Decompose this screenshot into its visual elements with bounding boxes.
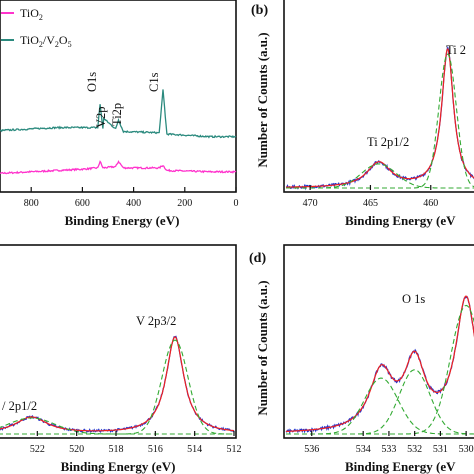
- legend-mix-label: TiO2/V2O5: [20, 33, 72, 49]
- panel-d-label: (d): [249, 251, 266, 266]
- panel-b-label: (b): [251, 3, 268, 18]
- panel-d-component-3: [286, 304, 474, 435]
- panel-a-x-tick-label: 400: [126, 198, 141, 209]
- panel-d-component-1: [286, 377, 474, 435]
- panel-b-component-2: [286, 53, 474, 189]
- annot-c1s: C1s: [147, 72, 161, 92]
- panel-b-xlabel: Binding Energy (eV: [345, 213, 456, 228]
- panel-d-xlabel: Binding Energy (eV: [345, 459, 456, 474]
- annot-v2p32: V 2p3/2: [136, 314, 176, 328]
- panel-c-xlabel: Binding Energy (eV): [61, 459, 176, 474]
- panel-b-raw-line: [285, 45, 474, 191]
- annot-o1s: O1s: [85, 72, 99, 92]
- annot-ti2p32: Ti 2: [446, 43, 466, 57]
- panel-b-component-1: [286, 163, 474, 189]
- series-line-tio2-v2o5: [0, 89, 237, 139]
- panel-c-x-tick-label: 512: [227, 444, 242, 455]
- panel-c-x-tick-label: 520: [69, 444, 84, 455]
- panel-a-x-tick-label: 200: [177, 198, 192, 209]
- panel-a-x-tick-label: 800: [24, 198, 39, 209]
- panel-d-raw-line: [285, 295, 474, 435]
- panel-a-ticks: 800 600 400 200 0: [24, 187, 239, 209]
- panel-d: 536 534 533 532 531 530 (d) O 1s Number of Co…: [249, 244, 474, 474]
- panel-c-x-tick-label: 518: [109, 444, 124, 455]
- annot-ti2p12: Ti 2p1/2: [367, 135, 409, 149]
- panel-c-frame: [0, 244, 237, 439]
- panel-b-x-tick-label: 470: [303, 198, 318, 209]
- panel-d-plot: [285, 295, 474, 435]
- panel-c-x-tick-label: 514: [187, 444, 202, 455]
- panel-d-x-tick-label: 534: [356, 444, 371, 455]
- panel-a-x-tick-label: 600: [75, 198, 90, 209]
- panel-b-x-tick-label: 465: [363, 198, 378, 209]
- panel-d-x-tick-label: 532: [407, 444, 422, 455]
- panel-d-ticks: 536 534 533 532 531 530: [304, 431, 474, 455]
- panel-a: 800 600 400 200 0 TiO2 TiO2/V2O5 O1s V2p Ti2…: [0, 0, 239, 228]
- panel-c: 522 520 518 516 514 512 / 2p1/2 V 2p3/2 Bindi…: [0, 244, 242, 474]
- panel-c-component-2: [0, 339, 234, 435]
- legend-tio2-label: TiO2: [20, 6, 43, 22]
- series-line-tio2: [0, 159, 237, 175]
- panel-a-plot: [0, 89, 237, 175]
- panel-d-frame: [283, 244, 474, 439]
- panel-d-x-tick-label: 533: [381, 444, 396, 455]
- panel-a-xlabel: Binding Energy (eV): [65, 213, 180, 228]
- annot-v2p: V2p: [94, 106, 108, 128]
- panel-c-ticks: 522 520 518 516 514 512: [30, 431, 242, 455]
- panel-c-plot: [0, 335, 235, 435]
- panel-b-ticks: 470 465 460: [303, 185, 438, 209]
- panel-d-x-tick-label: 531: [433, 444, 448, 455]
- panel-c-x-tick-label: 516: [148, 444, 163, 455]
- panel-d-x-tick-label: 530: [459, 444, 474, 455]
- panel-d-ylabel: Number of Counts (a.u.): [255, 280, 270, 415]
- panel-a-x-tick-label: 0: [234, 198, 239, 209]
- annot-v2p12: / 2p1/2: [2, 399, 37, 413]
- annot-ti2p: Ti2p: [110, 103, 124, 126]
- panel-c-x-tick-label: 522: [30, 444, 45, 455]
- annot-o1s-d: O 1s: [402, 292, 425, 306]
- panel-a-frame: [0, 0, 237, 193]
- panel-b-plot: [285, 45, 474, 191]
- panel-b-fit-line: [286, 47, 474, 188]
- panel-d-fit-line: [286, 295, 474, 432]
- panel-d-x-tick-label: 536: [304, 444, 319, 455]
- panel-b-x-tick-label: 460: [423, 198, 438, 209]
- panel-b-ylabel: Number of Counts (a.u.): [255, 32, 270, 167]
- panel-b-frame: [283, 0, 474, 193]
- panel-b: 470 465 460 (b) Ti 2p1/2 Ti 2 Number of Co…: [251, 0, 474, 228]
